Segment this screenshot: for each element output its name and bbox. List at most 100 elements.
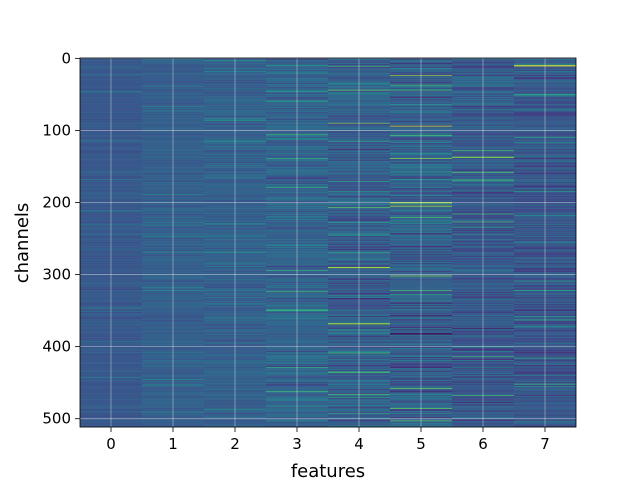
heatmap-cell	[390, 255, 452, 257]
heatmap-cell	[266, 199, 328, 201]
heatmap-cell	[204, 349, 266, 351]
heatmap-cell	[514, 423, 576, 425]
heatmap-cell	[266, 393, 328, 395]
heatmap-cell	[204, 83, 266, 85]
heatmap-cell	[452, 210, 514, 212]
heatmap-cell	[452, 363, 514, 365]
heatmap-cell	[80, 351, 142, 353]
heatmap-cell	[328, 340, 390, 342]
heatmap-cell	[80, 397, 142, 399]
heatmap-cell	[266, 414, 328, 416]
heatmap-cell	[452, 269, 514, 271]
heatmap-cell	[142, 96, 204, 98]
heatmap-cell	[390, 85, 452, 87]
heatmap-cell	[266, 325, 328, 327]
heatmap-cell	[266, 85, 328, 87]
heatmap-cell	[328, 225, 390, 227]
heatmap-cell	[266, 237, 328, 239]
heatmap-cell	[328, 158, 390, 160]
heatmap-cell	[80, 419, 142, 421]
heatmap-cell	[142, 178, 204, 180]
heatmap-cell	[204, 239, 266, 241]
heatmap-cell	[204, 163, 266, 165]
heatmap-cell	[204, 365, 266, 367]
heatmap-cell	[80, 297, 142, 300]
heatmap-cell	[80, 307, 142, 309]
heatmap-cell	[204, 414, 266, 416]
heatmap-cell	[514, 378, 576, 380]
heatmap-cell	[452, 111, 514, 113]
heatmap-cell	[514, 223, 576, 225]
heatmap-cell	[80, 403, 142, 405]
heatmap-cell	[390, 292, 452, 294]
heatmap-cell	[328, 279, 390, 281]
heatmap-cell	[390, 170, 452, 172]
heatmap-cell	[514, 259, 576, 261]
heatmap-cell	[452, 163, 514, 165]
heatmap-cell	[514, 184, 576, 186]
heatmap-cell	[266, 112, 328, 114]
heatmap-cell	[390, 398, 452, 400]
heatmap-cell	[266, 201, 328, 203]
heatmap-cell	[514, 162, 576, 164]
heatmap-cell	[328, 155, 390, 157]
heatmap-cell	[452, 311, 514, 313]
heatmap-cell	[142, 170, 204, 172]
heatmap-cell	[266, 344, 328, 346]
heatmap-cell	[204, 262, 266, 264]
heatmap-cell	[328, 85, 390, 87]
heatmap-cell	[142, 351, 204, 353]
heatmap-cell	[266, 316, 328, 318]
heatmap-cell	[452, 119, 514, 121]
heatmap-cell	[514, 257, 576, 259]
heatmap-cell	[328, 289, 390, 291]
heatmap-cell	[328, 152, 390, 154]
heatmap-cell	[452, 171, 514, 173]
heatmap-cell	[204, 275, 266, 277]
heatmap-cell	[328, 127, 390, 129]
heatmap-cell	[390, 216, 452, 218]
heatmap-cell	[80, 276, 142, 278]
heatmap-cell	[266, 396, 328, 398]
heatmap-cell	[204, 385, 266, 387]
heatmap-cell	[142, 398, 204, 400]
heatmap-cell	[514, 155, 576, 157]
heatmap-cell	[204, 336, 266, 338]
heatmap-cell	[142, 59, 204, 61]
heatmap-cell	[328, 60, 390, 62]
heatmap-cell	[204, 363, 266, 365]
heatmap-cell	[390, 228, 452, 230]
heatmap-cell	[328, 421, 390, 423]
heatmap-cell	[452, 239, 514, 241]
heatmap-cell	[80, 288, 142, 290]
heatmap-cell	[390, 73, 452, 75]
heatmap-cell	[514, 156, 576, 158]
heatmap-cell	[452, 416, 514, 418]
heatmap-cell	[80, 412, 142, 414]
heatmap-cell	[514, 116, 576, 118]
heatmap-cell	[514, 63, 576, 65]
heatmap-cell	[514, 352, 576, 354]
heatmap-cell	[452, 413, 514, 415]
heatmap-cell	[266, 172, 328, 174]
heatmap-cell	[390, 59, 452, 61]
heatmap-cell	[390, 213, 452, 215]
heatmap-cell	[80, 145, 142, 147]
heatmap-cell	[328, 349, 390, 351]
heatmap-cell	[328, 336, 390, 338]
heatmap-cell	[390, 282, 452, 284]
heatmap-cell	[204, 210, 266, 212]
heatmap-cell	[452, 319, 514, 321]
heatmap-cell	[390, 285, 452, 287]
heatmap-cell	[204, 357, 266, 359]
heatmap-cell	[142, 418, 204, 420]
heatmap-cell	[266, 281, 328, 283]
heatmap-cell	[514, 99, 576, 101]
heatmap-cell	[142, 401, 204, 403]
heatmap-cell	[80, 271, 142, 273]
heatmap-cell	[142, 131, 204, 133]
heatmap-cell	[266, 73, 328, 75]
heatmap-cell	[514, 199, 576, 201]
heatmap-cell	[266, 114, 328, 116]
